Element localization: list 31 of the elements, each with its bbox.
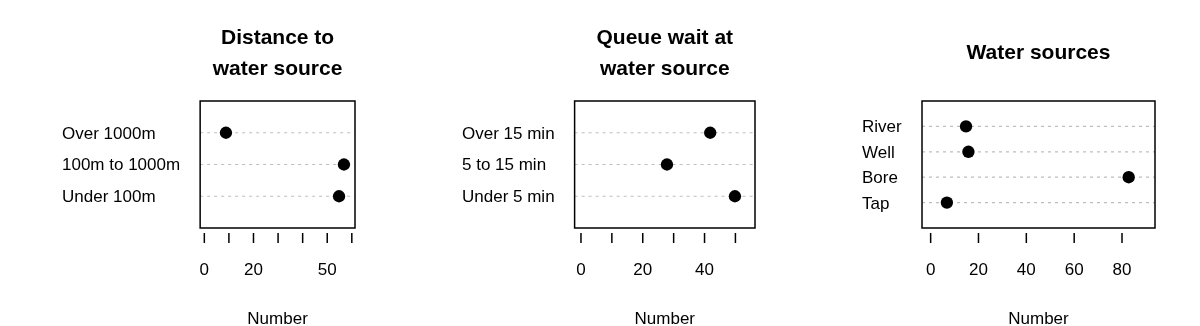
x-tick-label: 40 <box>1016 260 1036 280</box>
y-tick-label: Under 100m <box>62 187 156 207</box>
y-tick-label: Bore <box>862 168 898 188</box>
chart-title: Distance to water source <box>211 24 343 79</box>
x-tick-label: 60 <box>1064 260 1084 280</box>
y-tick-label: 5 to 15 min <box>462 155 547 175</box>
y-tick-label: Tap <box>862 193 890 213</box>
y-tick-label: Over 1000m <box>62 123 156 143</box>
x-axis-title: Number <box>1008 309 1070 326</box>
point <box>1122 171 1135 184</box>
x-axis-title: Number <box>247 309 309 326</box>
point <box>940 196 954 209</box>
x-tick-label: 0 <box>576 260 586 280</box>
y-tick-label: Over 15 min <box>462 123 555 143</box>
y-tick-label: 100m to 1000m <box>62 155 181 175</box>
x-tick-label: 20 <box>969 260 988 280</box>
x-tick-label: 0 <box>199 260 210 280</box>
chart-title: Queue wait at water source <box>596 24 734 79</box>
y-tick-label: River <box>862 117 903 137</box>
x-tick-label: 0 <box>925 260 936 280</box>
point <box>959 120 973 133</box>
x-tick-label: 20 <box>633 260 653 280</box>
x-tick-label: 20 <box>244 260 263 280</box>
x-tick-label: 50 <box>317 260 337 280</box>
x-tick-label: 40 <box>695 260 714 280</box>
x-axis-title: Number <box>634 309 696 326</box>
y-tick-label: Well <box>862 142 895 162</box>
point <box>962 145 975 158</box>
x-tick-label: 80 <box>1112 260 1132 280</box>
y-tick-label: Under 5 min <box>462 187 555 207</box>
chart-title: Water sources <box>966 40 1111 64</box>
